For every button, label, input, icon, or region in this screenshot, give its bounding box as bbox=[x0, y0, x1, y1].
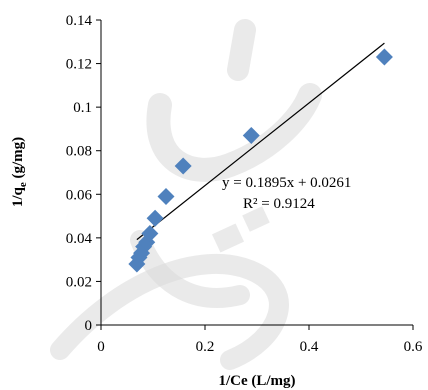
y-tick-label: 0.04 bbox=[66, 231, 93, 247]
y-tick-label: 0.02 bbox=[66, 274, 92, 290]
y-axis-title-subscript: e bbox=[17, 182, 29, 187]
watermark bbox=[50, 19, 322, 370]
axes bbox=[100, 20, 413, 326]
y-axis-title-main: 1/q bbox=[10, 186, 26, 207]
y-tick-label: 0 bbox=[85, 318, 93, 334]
trendline bbox=[136, 42, 385, 241]
data-point bbox=[141, 225, 159, 242]
data-point bbox=[174, 157, 192, 175]
x-axis-title: 1/Ce (L/mg) bbox=[218, 373, 295, 389]
trendline-group bbox=[136, 42, 385, 241]
y-tick-label: 0.06 bbox=[66, 187, 93, 203]
data-point bbox=[242, 126, 260, 144]
data-point bbox=[157, 187, 175, 205]
y-axis-title: 1/qe (g/mg) bbox=[10, 137, 29, 207]
y-tick-label: 0.14 bbox=[66, 13, 93, 29]
data-points bbox=[128, 48, 393, 273]
x-axis-ticks: 0 0.2 0.4 0.6 bbox=[97, 325, 423, 355]
y-tick-label: 0.12 bbox=[66, 57, 92, 73]
data-point bbox=[146, 209, 164, 227]
y-axis-ticks: 0 0.02 0.04 0.06 0.08 0.1 0.12 0.14 bbox=[66, 13, 101, 334]
x-tick-label: 0.2 bbox=[196, 339, 215, 355]
x-tick-label: 0.4 bbox=[300, 339, 319, 355]
x-tick-label: 0.6 bbox=[404, 339, 423, 355]
y-tick-label: 0.08 bbox=[66, 144, 92, 160]
y-axis-title-suffix: (g/mg) bbox=[10, 137, 26, 182]
trendline-equation-label: y = 0.1895x + 0.0261 bbox=[222, 175, 351, 191]
y-tick-label: 0.1 bbox=[73, 100, 92, 116]
x-tick-label: 0 bbox=[97, 339, 105, 355]
r-squared-label: R² = 0.9124 bbox=[243, 196, 315, 212]
data-point bbox=[375, 48, 393, 66]
